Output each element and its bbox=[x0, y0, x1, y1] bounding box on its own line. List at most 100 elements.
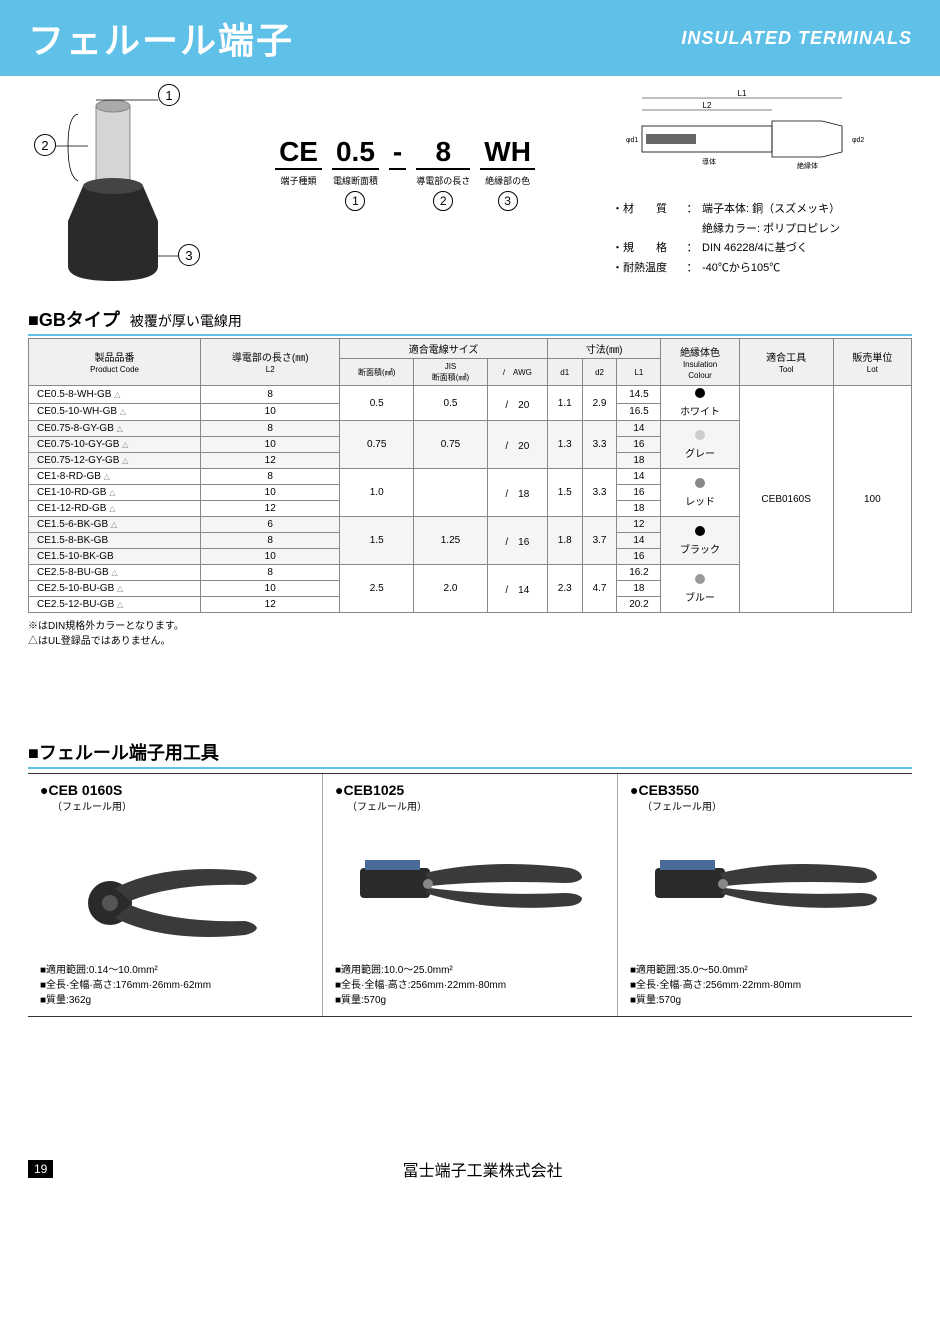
th-area: 断面積(㎟) bbox=[340, 359, 414, 386]
dimension-diagram: L1 L2 導体 絶縁体 φd1 φd2 bbox=[612, 86, 872, 186]
th-tool: 適合工具Tool bbox=[739, 339, 833, 386]
code-part: WH 絶縁部の色 3 bbox=[480, 136, 535, 211]
cell-code: CE2.5-8-BU-GB △ bbox=[29, 565, 201, 581]
spec-value: -40℃から105℃ bbox=[702, 260, 780, 277]
code-big: CE bbox=[275, 136, 322, 170]
cell-d1: 2.3 bbox=[547, 565, 582, 613]
cell-l1: 16 bbox=[617, 437, 661, 453]
cell-jis bbox=[414, 469, 488, 517]
table-row: CE0.5-8-WH-GB △ 80.5 0.5 / 20 1.1 2.914.… bbox=[29, 386, 912, 404]
cell-code: CE2.5-10-BU-GB △ bbox=[29, 581, 201, 597]
spec-side: L1 L2 導体 絶縁体 φd1 φd2 ・材 質 ： 端子本体: 銅（スズメッ… bbox=[612, 86, 912, 279]
callout-2: 2 bbox=[34, 134, 56, 156]
cell-d1: 1.3 bbox=[547, 421, 582, 469]
cell-color: レッド bbox=[661, 469, 739, 517]
cell-l1: 18 bbox=[617, 501, 661, 517]
cell-color: グレー bbox=[661, 421, 739, 469]
cell-code: CE2.5-12-BU-GB △ bbox=[29, 597, 201, 613]
tool-image bbox=[335, 823, 605, 953]
tool-spec-line: 全長·全幅·高さ:176mm·26mm·62mm bbox=[40, 978, 310, 993]
th-l1: L1 bbox=[617, 359, 661, 386]
cell-awg: / 20 bbox=[487, 386, 547, 421]
cell-color: ブラック bbox=[661, 517, 739, 565]
code-part: - bbox=[389, 136, 406, 174]
svg-text:L1: L1 bbox=[738, 89, 747, 98]
code-label: 導電部の長さ bbox=[416, 174, 470, 187]
tool-cell: CEB1025 （フェルール用） 適用範囲:10.0～25.0mm²全長·全幅·… bbox=[323, 774, 618, 1016]
tool-spec-line: 適用範囲:0.14～10.0mm² bbox=[40, 963, 310, 978]
code-part: 0.5 電線断面積 1 bbox=[332, 136, 379, 211]
th-d1: d1 bbox=[547, 359, 582, 386]
section-gb-mark: ■GBタイプ bbox=[28, 306, 120, 332]
code-part: 8 導電部の長さ 2 bbox=[416, 136, 470, 211]
cell-lot: 100 bbox=[833, 386, 911, 613]
cell-l2: 10 bbox=[201, 485, 340, 501]
cell-code: CE0.5-8-WH-GB △ bbox=[29, 386, 201, 404]
cell-awg: / 20 bbox=[487, 421, 547, 469]
cell-l1: 14 bbox=[617, 533, 661, 549]
th-d2: d2 bbox=[582, 359, 617, 386]
section-gb-sub: 被覆が厚い電線用 bbox=[130, 311, 242, 331]
cell-d2: 3.3 bbox=[582, 421, 617, 469]
code-big: 0.5 bbox=[332, 136, 379, 170]
section-tools-header: ■フェルール端子用工具 bbox=[28, 739, 912, 769]
cell-l2: 10 bbox=[201, 403, 340, 421]
tool-spec-line: 全長·全幅·高さ:256mm·22mm·80mm bbox=[335, 978, 605, 993]
cell-l2: 12 bbox=[201, 597, 340, 613]
cell-l1: 14.5 bbox=[617, 386, 661, 404]
cell-l2: 6 bbox=[201, 517, 340, 533]
tool-name: CEB1025 bbox=[335, 782, 605, 798]
tool-name: CEB 0160S bbox=[40, 782, 310, 798]
tool-sub: （フェルール用） bbox=[642, 798, 900, 813]
top-row: 1 2 3 CE 端子種類 0.5 電線断面積 1- 8 導電部の長さ 2WH … bbox=[28, 86, 912, 286]
code-num: 3 bbox=[498, 191, 518, 211]
cell-d2: 4.7 bbox=[582, 565, 617, 613]
banner: フェルール端子 INSULATED TERMINALS bbox=[0, 0, 940, 76]
spec-label: ・耐熱温度 bbox=[612, 260, 682, 277]
th-jis: JIS断面積(㎟) bbox=[414, 359, 488, 386]
cell-l2: 8 bbox=[201, 421, 340, 437]
terminal-image: 1 2 3 bbox=[28, 86, 198, 286]
ferrule-svg bbox=[28, 86, 198, 286]
spec-row: 絶縁カラー: ポリプロピレン bbox=[612, 221, 912, 238]
cell-code: CE1.5-10-BK-GB bbox=[29, 549, 201, 565]
code-num: 2 bbox=[433, 191, 453, 211]
spec-row: ・耐熱温度 ： -40℃から105℃ bbox=[612, 260, 912, 277]
cell-d2: 3.3 bbox=[582, 469, 617, 517]
cell-code: CE0.5-10-WH-GB △ bbox=[29, 403, 201, 421]
tool-specs: 適用範囲:0.14～10.0mm²全長·全幅·高さ:176mm·26mm·62m… bbox=[40, 963, 310, 1008]
cell-jis: 0.5 bbox=[414, 386, 488, 421]
th-wire: 適合電線サイズ bbox=[340, 339, 548, 359]
company-name: 冨士端子工業株式会社 bbox=[53, 1157, 912, 1181]
cell-l1: 14 bbox=[617, 469, 661, 485]
code-label: 端子種類 bbox=[275, 174, 322, 187]
code-part: CE 端子種類 bbox=[275, 136, 322, 187]
cell-l2: 10 bbox=[201, 437, 340, 453]
tool-spec-line: 質量:362g bbox=[40, 993, 310, 1008]
code-label: 電線断面積 bbox=[332, 174, 379, 187]
cell-l1: 16.2 bbox=[617, 565, 661, 581]
tool-spec-line: 質量:570g bbox=[630, 993, 900, 1008]
code-big: - bbox=[389, 136, 406, 170]
spec-row: ・材 質 ： 端子本体: 銅（スズメッキ） bbox=[612, 201, 912, 218]
svg-text:導体: 導体 bbox=[702, 157, 716, 166]
cell-d2: 3.7 bbox=[582, 517, 617, 565]
cell-code: CE1-12-RD-GB △ bbox=[29, 501, 201, 517]
tool-specs: 適用範囲:10.0～25.0mm²全長·全幅·高さ:256mm·22mm·80m… bbox=[335, 963, 605, 1008]
code-big: 8 bbox=[416, 136, 470, 170]
th-code: 製品品番Product Code bbox=[29, 339, 201, 386]
th-l2: 導電部の長さ(㎜)L2 bbox=[201, 339, 340, 386]
cell-l2: 8 bbox=[201, 533, 340, 549]
svg-text:φd2: φd2 bbox=[852, 137, 864, 144]
cell-area: 1.0 bbox=[340, 469, 414, 517]
tool-cell: CEB 0160S （フェルール用） 適用範囲:0.14～10.0mm²全長·全… bbox=[28, 774, 323, 1016]
cell-d2: 2.9 bbox=[582, 386, 617, 421]
svg-text:L2: L2 bbox=[703, 101, 712, 110]
th-lot: 販売単位Lot bbox=[833, 339, 911, 386]
section-tools-mark: ■フェルール端子用工具 bbox=[28, 739, 219, 765]
cell-l2: 12 bbox=[201, 453, 340, 469]
note-line: ※はDIN規格外カラーとなります。 bbox=[28, 619, 912, 634]
spec-row: ・規 格 ： DIN 46228/4に基づく bbox=[612, 240, 912, 257]
tool-specs: 適用範囲:35.0～50.0mm²全長·全幅·高さ:256mm·22mm·80m… bbox=[630, 963, 900, 1008]
cell-awg: / 18 bbox=[487, 469, 547, 517]
